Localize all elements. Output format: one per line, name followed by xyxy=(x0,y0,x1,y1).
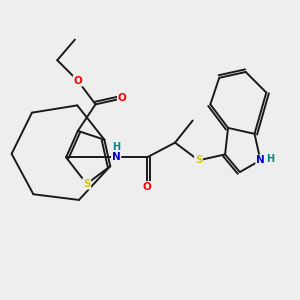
Text: S: S xyxy=(83,179,90,189)
Text: O: O xyxy=(74,76,82,86)
Text: H: H xyxy=(112,142,120,152)
Text: N: N xyxy=(112,152,121,162)
Text: H: H xyxy=(266,154,274,164)
Text: N: N xyxy=(256,155,265,165)
Text: O: O xyxy=(118,94,126,103)
Text: O: O xyxy=(143,182,152,192)
Text: S: S xyxy=(195,155,202,165)
